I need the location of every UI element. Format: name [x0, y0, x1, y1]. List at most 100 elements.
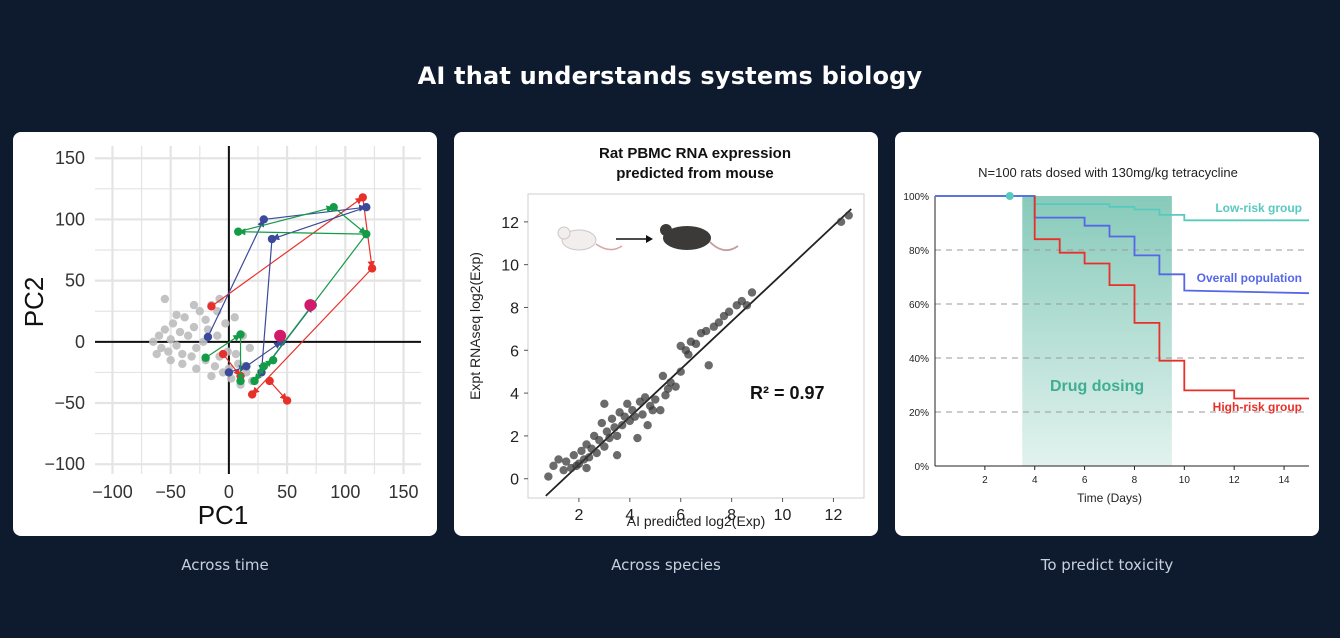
data-point [630, 412, 640, 421]
data-point [192, 364, 201, 373]
data-point [595, 435, 604, 445]
trajectory-arrow [222, 353, 242, 377]
x-tick-label: 2 [982, 475, 988, 486]
trajectory-arrow [238, 228, 367, 236]
r-squared-annotation: R² = 0.97 [750, 383, 825, 403]
caption-across-time: Across time [181, 556, 269, 574]
data-point [154, 331, 164, 340]
data-point [189, 300, 199, 310]
data-point [658, 371, 668, 381]
data-point [661, 391, 670, 400]
data-point [168, 319, 178, 328]
data-point [164, 347, 173, 356]
series-label: High-risk group [1213, 400, 1302, 414]
data-point [610, 423, 619, 432]
expression-chart: Rat PBMC RNA expression predicted from mo… [467, 145, 865, 529]
x-tick-label: 10 [774, 507, 792, 524]
data-point [559, 465, 568, 475]
trajectory-arrow [269, 380, 288, 401]
data-point [582, 463, 591, 473]
data-point [561, 457, 571, 466]
y-axis-label: PC2 [19, 277, 49, 328]
data-point [207, 371, 216, 381]
series-label: Overall population [1197, 271, 1302, 285]
data-point [569, 450, 579, 460]
data-point [684, 350, 693, 359]
data-point [643, 421, 652, 430]
data-point [149, 337, 158, 347]
data-point [201, 315, 210, 324]
data-point [577, 446, 586, 456]
y-tick-label: 6 [510, 343, 519, 360]
x-tick-label: 4 [625, 507, 634, 524]
x-tick-label: −50 [155, 482, 186, 502]
toxicity-chart: N=100 rats dosed with 130mg/kg tetracycl… [903, 165, 1310, 505]
data-point [175, 327, 185, 337]
white-mouse-tail-icon [595, 243, 623, 251]
data-point [572, 461, 581, 471]
y-tick-label: 60% [909, 300, 929, 311]
expression-chart-card: Rat PBMC RNA expression predicted from mo… [454, 132, 878, 536]
data-point [268, 355, 278, 365]
data-point [742, 301, 752, 310]
y-tick-label: 0 [510, 472, 519, 489]
data-point [623, 399, 632, 409]
data-point [362, 202, 371, 212]
data-point [218, 349, 228, 359]
data-point [836, 217, 846, 227]
series-label: Low-risk group [1215, 201, 1302, 215]
y-tick-label: 12 [501, 215, 519, 232]
data-point [210, 362, 220, 371]
data-point [844, 211, 853, 220]
trajectory-arrow [205, 333, 241, 359]
y-axis-label: Expt RNAseq log2(Exp) [467, 252, 483, 400]
data-point [584, 453, 594, 462]
data-point [224, 368, 234, 377]
data-point [640, 393, 650, 402]
toxicity-chart-card: N=100 rats dosed with 130mg/kg tetracycl… [895, 132, 1319, 536]
rat-ear-icon [660, 224, 672, 236]
data-point [195, 307, 204, 316]
data-point [282, 396, 292, 405]
x-tick-label: 150 [389, 482, 419, 502]
data-point [213, 331, 222, 340]
data-point [221, 319, 230, 328]
data-point [554, 455, 563, 464]
data-point [172, 341, 181, 350]
survival-curve [1033, 196, 1309, 400]
trajectory-arrow [258, 238, 273, 373]
x-tick-label: 14 [1279, 475, 1291, 486]
x-tick-label: 6 [1082, 475, 1088, 486]
x-tick-label: 8 [1132, 475, 1138, 486]
dosing-region-label: Drug dosing [1050, 378, 1144, 395]
data-point [160, 325, 170, 334]
trajectory-arrow [207, 219, 265, 338]
data-point [180, 313, 189, 322]
data-point [592, 448, 601, 458]
data-point [192, 343, 201, 353]
y-tick-label: 10 [501, 258, 519, 275]
data-point [691, 339, 701, 349]
data-point [651, 395, 660, 404]
data-point [274, 329, 287, 342]
data-point [250, 376, 259, 386]
chart-title-line: predicted from mouse [616, 165, 774, 182]
dosing-region [1022, 196, 1172, 466]
data-point [304, 299, 317, 312]
data-point [215, 294, 224, 304]
data-point [265, 376, 274, 386]
y-tick-label: −50 [54, 393, 85, 413]
x-tick-label: 8 [727, 507, 736, 524]
rat-icon [663, 226, 711, 250]
data-point [600, 399, 609, 409]
data-point [172, 310, 181, 320]
plot-frame [527, 193, 865, 499]
caption-across-species: Across species [611, 556, 721, 574]
x-tick-label: 2 [574, 507, 583, 524]
data-point [166, 355, 175, 365]
data-point [671, 382, 680, 391]
data-point [701, 326, 711, 336]
data-point [207, 302, 216, 311]
data-point [605, 433, 614, 443]
x-tick-label: 50 [277, 482, 297, 502]
